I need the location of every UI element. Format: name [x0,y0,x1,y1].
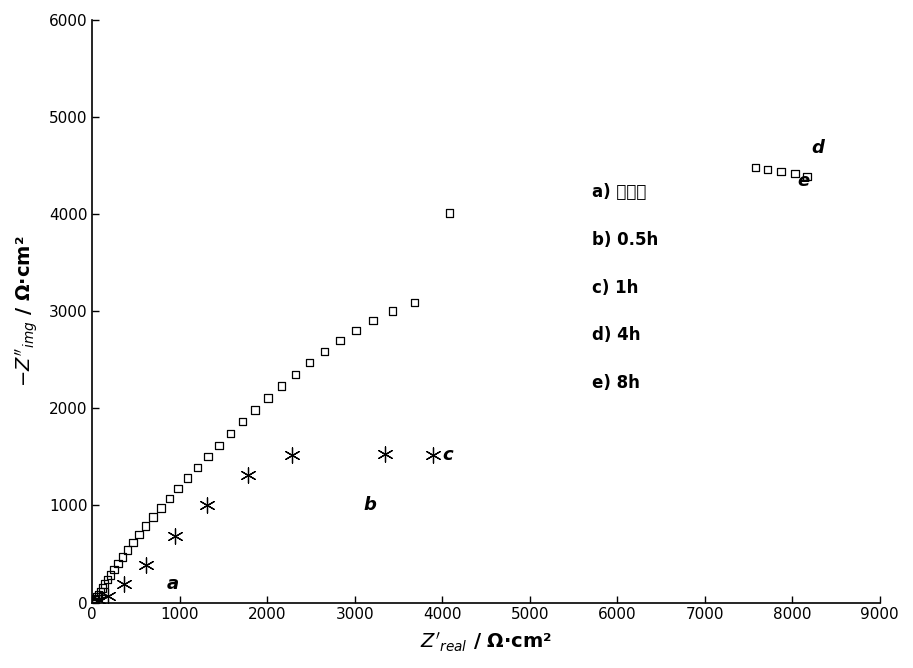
Point [93,593,108,604]
Text: a) 未组装: a) 未组装 [593,183,646,201]
Point [139,520,153,531]
Point [304,499,319,510]
Text: e: e [798,172,810,190]
Text: e) 8h: e) 8h [593,374,640,392]
Point [146,512,161,522]
Point [151,548,165,558]
Point [131,529,146,540]
Point [236,416,250,427]
Point [126,537,141,548]
Point [85,597,100,608]
Point [378,449,393,460]
Point [201,451,215,462]
Y-axis label: $\mathit{-Z''}_{\mathit{img}}$ / Ω·cm²: $\mathit{-Z''}_{\mathit{img}}$ / Ω·cm² [14,236,40,387]
Point [274,381,289,391]
Point [121,544,135,555]
Point [171,483,185,494]
Point [200,499,215,510]
Point [88,595,102,605]
Point [197,506,212,516]
Point [212,440,226,450]
Point [86,597,100,607]
Point [226,495,241,506]
Point [89,591,104,602]
Point [98,578,112,589]
Point [190,462,205,473]
Point [349,501,363,512]
Text: c: c [442,446,453,464]
Point [100,574,114,585]
Point [223,428,237,439]
Point [761,164,775,175]
Point [317,346,331,357]
Point [100,591,115,601]
Point [332,335,347,346]
Text: b) 0.5h: b) 0.5h [593,231,658,249]
Point [407,297,422,308]
Point [115,552,130,562]
Point [288,369,302,380]
Text: a: a [166,575,179,593]
Point [89,593,103,604]
Point [261,393,276,403]
Point [91,589,106,600]
Point [107,564,121,574]
Point [115,578,130,589]
Point [426,450,441,461]
Point [92,595,107,605]
Point [131,564,145,575]
Point [95,582,110,593]
Text: b: b [363,496,376,514]
Point [117,579,131,590]
Point [168,530,183,541]
Point [162,493,176,504]
Point [87,596,101,607]
Point [173,528,187,539]
Point [800,171,814,182]
Point [349,325,363,335]
Text: d) 4h: d) 4h [593,327,641,345]
Point [285,450,299,460]
Point [773,166,788,177]
Point [442,208,456,218]
Text: c) 1h: c) 1h [593,279,639,297]
Text: d: d [812,139,824,157]
Point [366,315,381,325]
Point [788,168,803,178]
Point [385,306,400,317]
Point [101,588,116,599]
Point [180,473,194,484]
Point [153,502,168,513]
Point [749,162,763,173]
Point [110,558,125,569]
Point [103,570,118,580]
Point [302,357,317,368]
Point [139,559,153,570]
Point [89,596,103,607]
Point [93,586,108,597]
Point [247,405,262,415]
Point [241,470,256,481]
X-axis label: $\mathit{Z'}_{\mathit{real}}$ / Ω·cm²: $\mathit{Z'}_{\mathit{real}}$ / Ω·cm² [420,631,552,654]
